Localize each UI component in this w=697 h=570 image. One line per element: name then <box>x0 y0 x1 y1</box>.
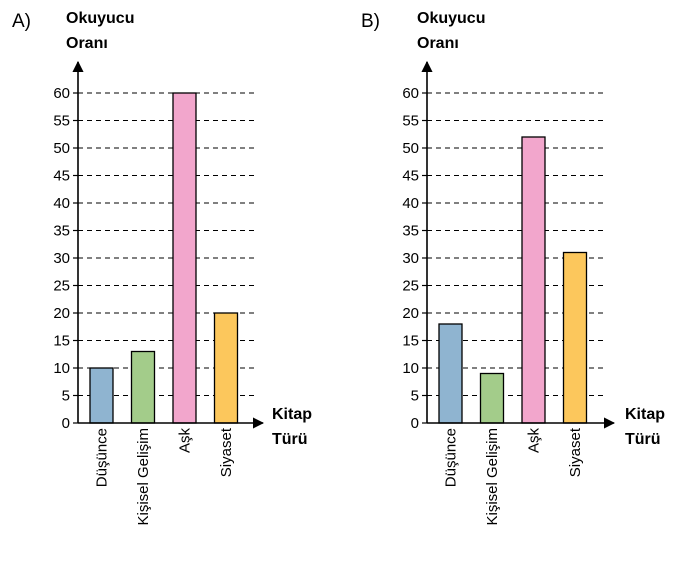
bar-2 <box>521 136 546 424</box>
y-tick-label: 60 <box>402 85 419 102</box>
category-label: Aşk <box>177 428 194 454</box>
y-axis-title: Okuyucu <box>66 10 134 27</box>
category-label: Düşünce <box>94 428 111 487</box>
y-tick-label: 50 <box>53 140 70 157</box>
category-label: Kişisel Gelişim <box>135 428 152 526</box>
y-tick-label: 10 <box>402 360 419 377</box>
category-label: Siyaset <box>218 427 235 477</box>
y-tick-label: 25 <box>402 278 419 295</box>
x-axis-title: Kitap <box>272 406 312 423</box>
y-tick-label: 55 <box>53 113 70 130</box>
y-tick-label: 50 <box>402 140 419 157</box>
category-label: Kişisel Gelişim <box>484 428 501 526</box>
y-tick-label: 35 <box>53 223 70 240</box>
y-tick-label: 20 <box>402 305 419 322</box>
y-tick-label: 10 <box>53 360 70 377</box>
y-tick-label: 20 <box>53 305 70 322</box>
bar-2 <box>172 92 197 424</box>
bar-3 <box>213 312 239 424</box>
bar-0 <box>438 323 463 424</box>
y-tick-label: 5 <box>411 388 419 405</box>
y-tick-label: 25 <box>53 278 70 295</box>
y-tick-label: 60 <box>53 85 70 102</box>
y-axis-title: Okuyucu <box>417 10 485 27</box>
category-label: Düşünce <box>443 428 460 487</box>
chart-panel-b: B) Okuyucu Oranı Kitap Türü 0 5 10 15 20 25 30 35 40 4… <box>361 10 665 526</box>
y-axis-title: Oranı <box>417 35 459 52</box>
chart-panel-a: A) Okuyucu Oranı Kitap Türü 0 5 10 15 20 25 30 35 40 4… <box>12 10 312 526</box>
x-axis-title: Türü <box>272 431 308 448</box>
y-tick-label: 0 <box>411 415 419 432</box>
category-label: Siyaset <box>567 427 584 477</box>
y-tick-label: 15 <box>402 333 419 350</box>
category-label: Aşk <box>526 428 543 454</box>
panel-label: A) <box>12 11 31 32</box>
y-tick-label: 40 <box>53 195 70 212</box>
y-axis-title: Oranı <box>66 35 108 52</box>
y-tick-label: 0 <box>62 415 70 432</box>
y-tick-label: 55 <box>402 113 419 130</box>
y-tick-label: 5 <box>62 388 70 405</box>
bar-3 <box>562 251 588 424</box>
panel-label: B) <box>361 11 380 32</box>
y-tick-label: 45 <box>402 168 419 185</box>
y-tick-label: 35 <box>402 223 419 240</box>
bar-1 <box>130 350 156 424</box>
y-tick-label: 40 <box>402 195 419 212</box>
y-tick-label: 30 <box>53 250 70 267</box>
x-axis-title: Türü <box>625 431 661 448</box>
y-tick-label: 30 <box>402 250 419 267</box>
x-axis-title: Kitap <box>625 406 665 423</box>
bar-0 <box>89 367 114 424</box>
y-tick-label: 45 <box>53 168 70 185</box>
bar-1 <box>479 372 505 424</box>
y-tick-label: 15 <box>53 333 70 350</box>
